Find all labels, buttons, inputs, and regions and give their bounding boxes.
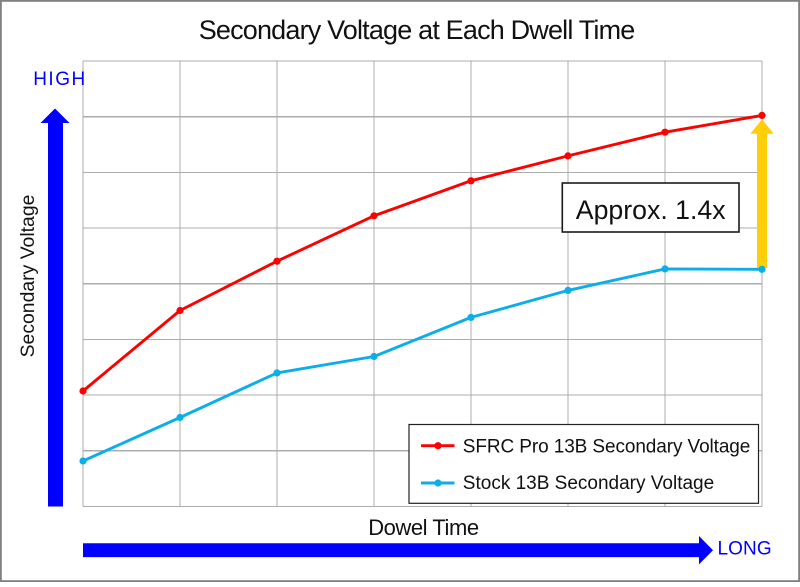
svg-text:Approx. 1.4x: Approx. 1.4x: [576, 195, 726, 225]
svg-text:HIGH: HIGH: [33, 69, 86, 90]
svg-text:Stock 13B Secondary Voltage: Stock 13B Secondary Voltage: [463, 473, 714, 494]
svg-text:Dowel Time: Dowel Time: [368, 515, 479, 540]
svg-text:Secondary Voltage: Secondary Voltage: [17, 195, 39, 358]
svg-text:SFRC Pro 13B Secondary Voltage: SFRC Pro 13B Secondary Voltage: [463, 436, 750, 457]
svg-text:Secondary Voltage at Each Dwel: Secondary Voltage at Each Dwell Time: [199, 15, 635, 45]
svg-text:LONG: LONG: [718, 539, 772, 560]
